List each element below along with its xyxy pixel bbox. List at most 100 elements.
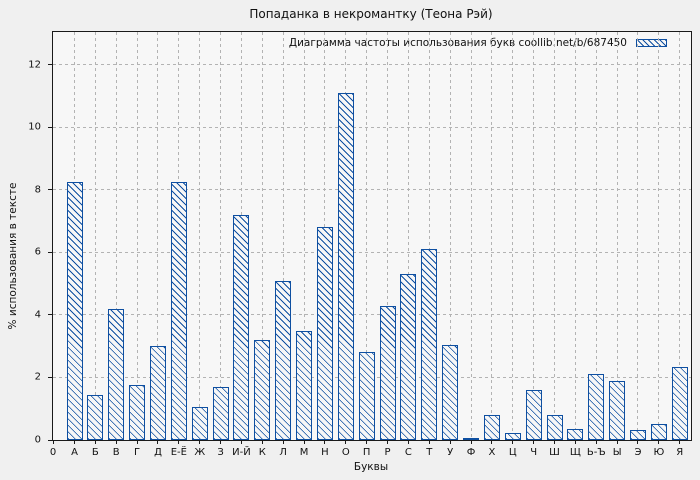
gridline-vertical xyxy=(407,32,409,440)
bar-Д xyxy=(149,346,166,440)
x-tick-label: З xyxy=(217,447,224,458)
gridline-vertical xyxy=(679,32,681,440)
x-tick-label: Н xyxy=(321,447,329,458)
gridline-vertical xyxy=(157,32,159,440)
x-tick-label: Д xyxy=(154,447,162,458)
bar-С xyxy=(400,274,417,440)
gridline-horizontal xyxy=(53,314,691,316)
x-tick-mark xyxy=(178,440,180,444)
legend-label: Диаграмма частоты использования букв coo… xyxy=(288,37,627,49)
x-tick-label: Б xyxy=(91,447,99,458)
x-tick-label: Э xyxy=(634,447,642,458)
gridline-vertical xyxy=(282,32,284,440)
bar-Л xyxy=(275,280,292,440)
x-tick-mark xyxy=(658,440,660,444)
x-tick-mark xyxy=(574,440,576,444)
x-tick-mark xyxy=(449,440,451,444)
bar-Е-Ё xyxy=(170,182,187,440)
x-tick-mark xyxy=(595,440,597,444)
x-tick-mark xyxy=(428,440,430,444)
y-tick-mark xyxy=(48,251,53,253)
x-tick-mark xyxy=(491,440,493,444)
x-tick-label: Г xyxy=(134,447,141,458)
x-tick-mark xyxy=(74,440,75,444)
y-tick-label: 8 xyxy=(34,184,41,196)
gridline-vertical xyxy=(94,32,96,440)
bar-М xyxy=(296,330,313,440)
x-tick-label: Л xyxy=(279,447,287,458)
bar-Ж xyxy=(191,407,208,440)
x-tick-label: С xyxy=(404,447,412,458)
x-tick-label: Ю xyxy=(653,447,665,458)
bar-Р xyxy=(379,305,396,440)
x-tick-label: Ш xyxy=(549,447,560,458)
x-tick-label: Ь-Ъ xyxy=(586,447,606,458)
x-axis-label: Буквы xyxy=(353,461,389,473)
x-tick-label: Е-Ё xyxy=(170,447,187,458)
bar-В xyxy=(108,308,125,440)
bar-Э xyxy=(629,430,646,440)
x-tick-mark xyxy=(115,440,117,444)
gridline-vertical xyxy=(220,32,222,440)
y-tick-mark xyxy=(48,439,53,441)
x-tick-label: А xyxy=(71,447,78,458)
y-tick-mark xyxy=(48,64,53,66)
x-tick-mark xyxy=(366,440,368,444)
x-tick-label: К xyxy=(258,447,266,458)
x-tick-mark xyxy=(679,440,681,444)
x-tick-label: Т xyxy=(426,447,433,458)
x-tick-label: В xyxy=(112,447,120,458)
gridline-vertical xyxy=(449,32,451,440)
x-tick-label: Я xyxy=(676,447,684,458)
gridline-vertical xyxy=(428,32,430,440)
x-tick-label: П xyxy=(362,447,371,458)
gridline-vertical xyxy=(470,32,472,440)
y-tick-mark xyxy=(48,126,53,128)
gridline-vertical xyxy=(574,32,576,440)
x-tick-label: Ы xyxy=(612,447,622,458)
y-tick-label: 10 xyxy=(28,121,41,133)
gridline-horizontal xyxy=(53,251,691,253)
x-tick-mark xyxy=(282,440,284,444)
x-tick-label: У xyxy=(447,447,454,458)
x-tick-mark xyxy=(136,440,138,444)
bar-К xyxy=(254,339,271,440)
legend-swatch xyxy=(636,39,667,47)
bar-Ь-Ъ xyxy=(588,374,605,440)
bar-Ы xyxy=(609,380,626,440)
x-tick-label-origin: 0 xyxy=(49,447,57,458)
y-tick-mark xyxy=(48,189,53,191)
x-tick-mark xyxy=(512,440,514,444)
x-tick-label: М xyxy=(299,447,309,458)
chart-title: Попаданка в некромантку (Теона Рэй) xyxy=(249,7,493,21)
bar-Т xyxy=(421,249,438,440)
gridline-horizontal xyxy=(53,126,691,128)
bar-З xyxy=(212,386,229,440)
gridline-vertical xyxy=(136,32,138,440)
gridline-vertical xyxy=(616,32,618,440)
bar-У xyxy=(442,344,459,440)
gridline-horizontal xyxy=(53,189,691,191)
x-tick-mark xyxy=(261,440,263,444)
bar-А xyxy=(66,182,83,440)
bar-Ю xyxy=(650,424,667,440)
bar-Ш xyxy=(546,415,563,440)
x-tick-mark xyxy=(52,440,54,444)
plot-area: Диаграмма частоты использования букв coo… xyxy=(28,31,692,458)
y-tick-label: 0 xyxy=(34,434,41,446)
gridline-vertical xyxy=(512,32,514,440)
bar-П xyxy=(358,352,375,440)
y-tick-label: 6 xyxy=(34,246,41,258)
x-tick-mark xyxy=(407,440,409,444)
x-tick-mark xyxy=(616,440,618,444)
gridline-vertical xyxy=(366,32,368,440)
y-tick-mark xyxy=(48,376,53,378)
gridline-vertical xyxy=(595,32,597,440)
gridline-vertical xyxy=(658,32,660,440)
x-tick-mark xyxy=(199,440,201,444)
gridline-vertical xyxy=(387,32,389,440)
x-tick-mark xyxy=(345,440,347,444)
x-tick-mark xyxy=(387,440,389,444)
y-axis-label: % использования в тексте xyxy=(7,182,19,330)
x-tick-label: Р xyxy=(384,447,391,458)
